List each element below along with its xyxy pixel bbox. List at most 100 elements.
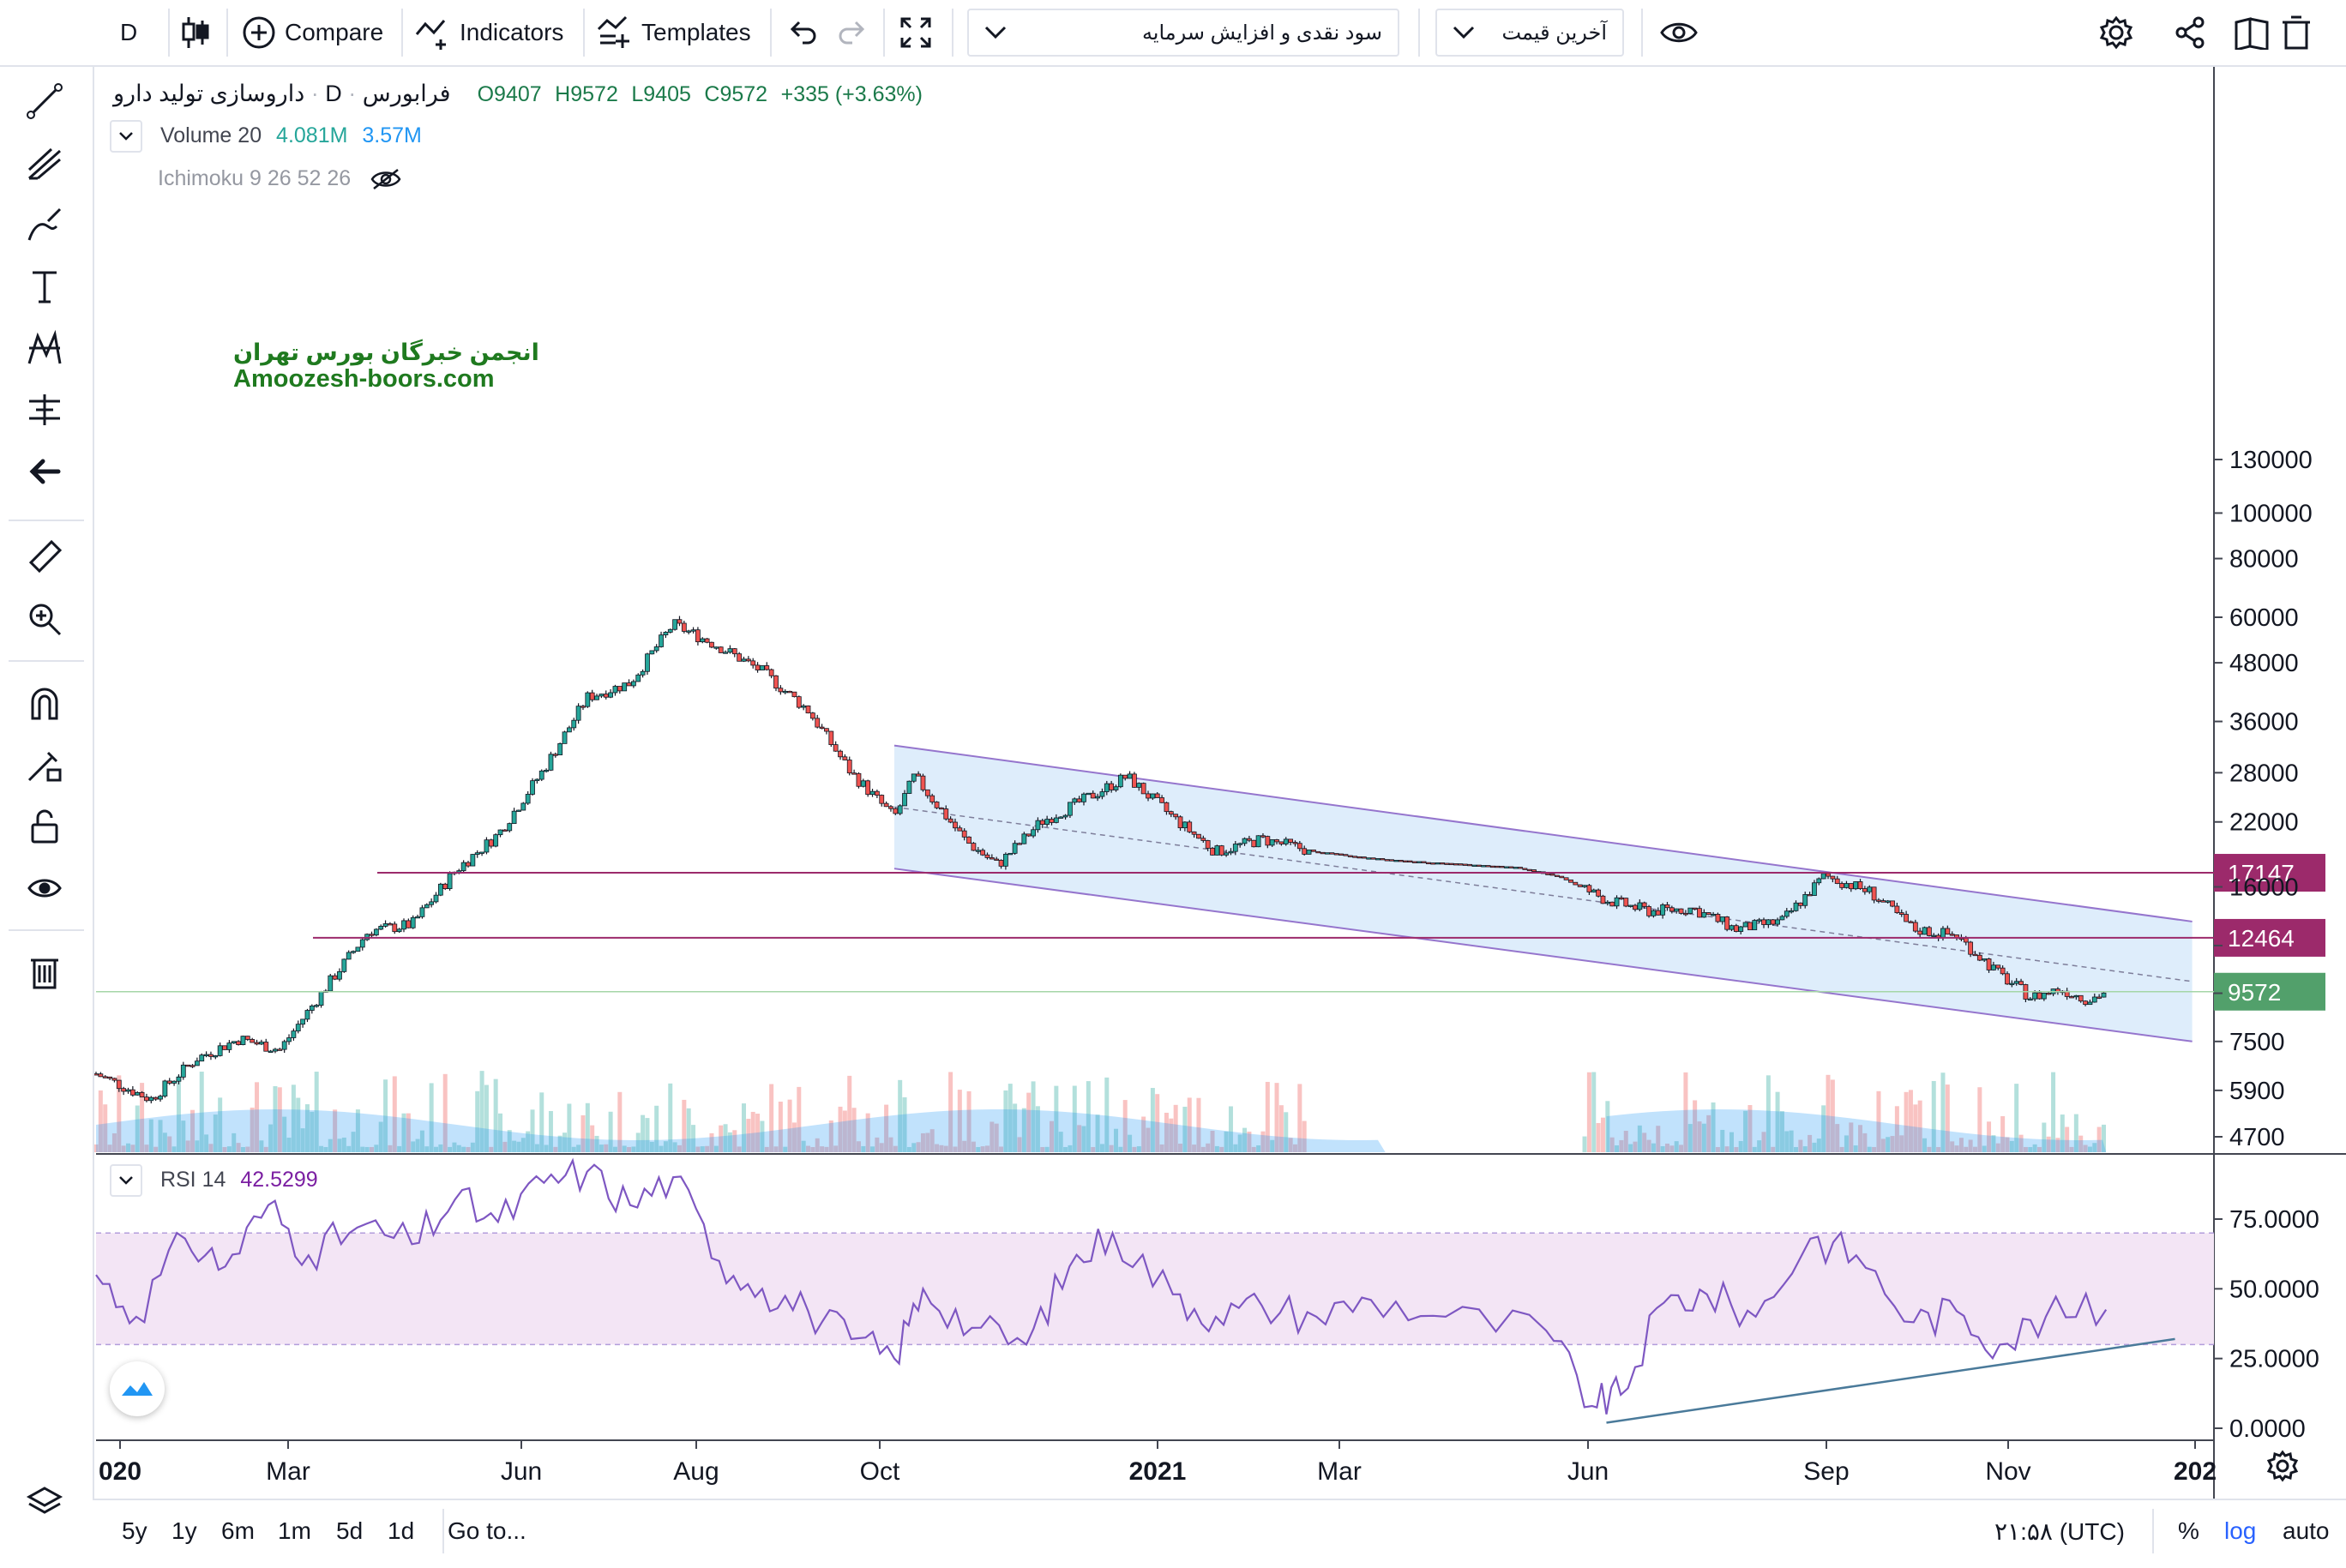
volume-bar [1159,1144,1164,1152]
fullscreen-button[interactable] [899,0,933,65]
layers-icon[interactable] [19,1476,70,1528]
volume-bar [911,1143,917,1152]
candle-body [139,1091,145,1098]
snapshot-button[interactable] [2233,0,2271,65]
goto-button[interactable]: Go to... [448,1499,526,1564]
price-select[interactable]: آخرین قیمت [1435,9,1624,57]
candle-body [474,852,480,855]
volume-bar [2096,1126,2102,1152]
candle-body [502,829,508,832]
collapse-button[interactable] [110,1164,142,1197]
brush-icon[interactable] [19,199,70,250]
volume-bar [1031,1081,1036,1152]
eye-icon[interactable] [19,862,70,914]
candle-body [1343,854,1349,856]
axis-settings-button[interactable] [2264,1447,2301,1485]
compare-button[interactable]: Compare [242,0,383,65]
candle-body [1403,860,1408,862]
volume-bar [93,1144,99,1152]
study-select[interactable]: سود نقدی و افزایش سرمایه [967,9,1399,57]
volume-bar [1862,1132,1868,1152]
candle-body [346,952,352,960]
candle-body [1715,914,1721,922]
volume-bar [994,1123,999,1152]
candle-body [1885,900,1891,903]
candle-body [364,934,370,940]
percent-toggle[interactable]: % [2178,1499,2199,1564]
volume-bar [263,1146,268,1152]
candle-body [938,807,944,810]
candle-body [893,808,899,814]
candle-body [1683,912,1688,916]
volume-bar [111,1132,117,1152]
templates-button[interactable]: Templates [597,0,751,65]
candle-body [447,873,453,890]
visibility-button[interactable] [1660,0,1698,65]
compare-label: Compare [285,19,384,45]
candle-body [1596,889,1602,897]
candle-body [1003,853,1008,867]
interval-button[interactable]: D [120,0,137,65]
trash-icon[interactable] [19,946,70,998]
ruler-icon[interactable] [19,532,70,583]
range-button-5y[interactable]: 5y [122,1499,147,1564]
auto-toggle[interactable]: auto [2283,1499,2330,1564]
indicators-button[interactable]: Indicators [415,0,563,65]
tradingview-logo-button[interactable] [110,1361,165,1416]
candle-body [1660,904,1666,916]
settings-button[interactable] [2099,0,2133,65]
candle-body [511,810,517,825]
chart-type-button[interactable] [180,0,211,65]
trendline-icon[interactable] [19,75,70,127]
zoom-in-icon[interactable] [19,593,70,645]
prediction-icon[interactable] [19,384,70,436]
volume-bar [1247,1131,1252,1152]
redo-button[interactable] [837,0,868,65]
collapse-button[interactable] [110,120,142,153]
volume-bar [1582,1136,1587,1152]
candle-body [1867,886,1873,892]
candle-body [984,854,990,858]
range-button-1d[interactable]: 1d [388,1499,414,1564]
candle-body [1053,817,1059,823]
pitchfork-icon[interactable] [19,137,70,189]
lock-drawing-icon[interactable] [19,739,70,790]
range-button-1m[interactable]: 1m [278,1499,311,1564]
volume-bar [103,1104,108,1152]
toolbar-separator [583,9,585,57]
delete-button[interactable] [2279,0,2313,65]
log-toggle[interactable]: log [2224,1499,2256,1564]
eye-off-icon[interactable] [369,166,403,192]
range-button-5d[interactable]: 5d [336,1499,363,1564]
share-button[interactable] [2173,0,2207,65]
pattern-icon[interactable] [19,322,70,374]
magnet-icon[interactable] [19,677,70,729]
back-arrow-icon[interactable] [19,446,70,497]
volume-ma-value: 3.57M [362,123,422,147]
candle-body [571,719,577,729]
range-button-6m[interactable]: 6m [221,1499,255,1564]
undo-button[interactable] [787,0,818,65]
unlock-icon[interactable] [19,801,70,852]
candle-body [924,789,930,796]
text-tool-icon[interactable] [19,261,70,312]
volume-bar [1008,1084,1013,1152]
range-button-1y[interactable]: 1y [171,1499,197,1564]
candle-body [1113,786,1119,790]
candle-body [552,754,558,756]
candle-body [1894,905,1900,914]
gear-icon [2266,1450,2299,1482]
candle-body [1862,888,1868,892]
volume-bar [383,1079,388,1152]
candle-body [815,718,821,728]
candle-body [355,946,361,952]
volume-bar [1945,1084,1950,1152]
volume-bar [502,1141,508,1152]
timezone-button[interactable]: ۲۱:۵۸ (UTC) [1994,1499,2125,1564]
volume-bar [1958,1138,1964,1152]
volume-bar [176,1075,181,1152]
volume-bar [1808,1134,1813,1152]
volume-bar [1954,1145,1959,1152]
candle-body [782,690,788,694]
candle-body [1031,829,1036,837]
